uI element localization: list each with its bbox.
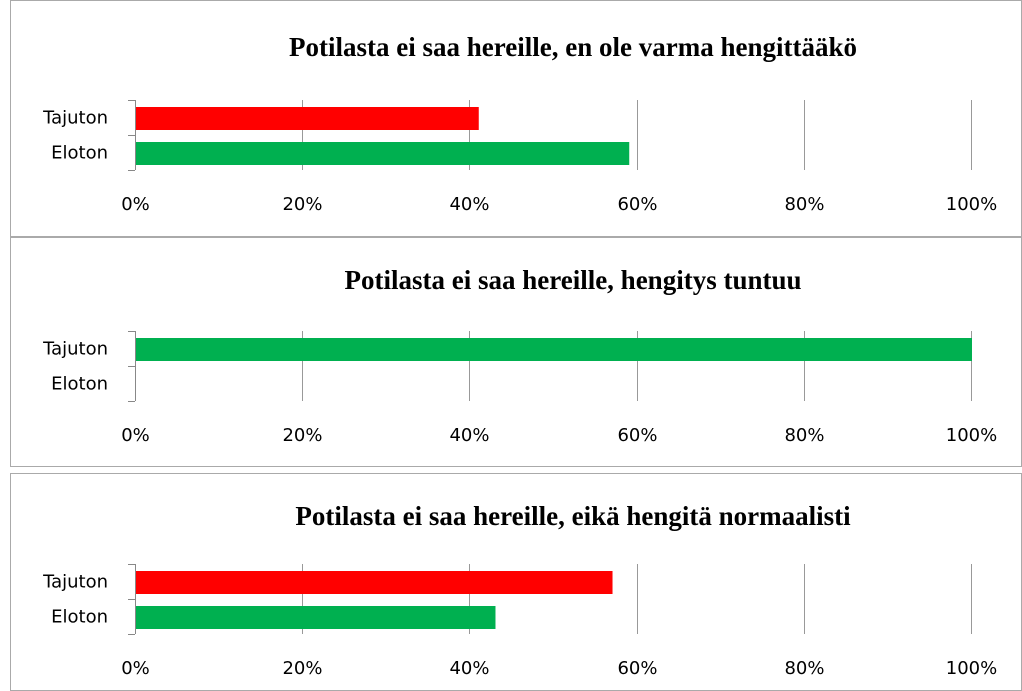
x-tick-label: 20% [282,658,322,679]
x-tick-label: 60% [617,658,657,679]
x-tick-label: 80% [784,425,824,446]
y-tick-label: Tajuton [42,339,108,360]
y-tick-label: Eloton [51,374,108,395]
x-tick-label: 80% [784,658,824,679]
x-tick-label: 0% [121,194,150,215]
x-tick-label: 80% [784,194,824,215]
x-tick-label: 40% [449,658,489,679]
bar [136,606,496,629]
x-tick-label: 20% [282,194,322,215]
y-tick-label: Eloton [51,607,108,628]
bar [136,338,972,361]
bar [136,142,630,165]
y-tick-label: Tajuton [42,572,108,593]
x-tick-label: 20% [282,425,322,446]
x-tick-label: 100% [946,658,997,679]
chart-title: Potilasta ei saa hereille, hengitys tunt… [344,265,801,295]
x-tick-label: 0% [121,658,150,679]
x-tick-label: 40% [449,425,489,446]
x-tick-label: 40% [449,194,489,215]
chart-title: Potilasta ei saa hereille, eikä hengitä … [295,501,851,531]
y-tick-label: Eloton [51,143,108,164]
bar [136,107,479,130]
x-tick-label: 0% [121,425,150,446]
bar [136,571,613,594]
chart-title: Potilasta ei saa hereille, en ole varma … [289,32,857,62]
x-tick-label: 60% [617,194,657,215]
x-tick-label: 60% [617,425,657,446]
y-tick-label: Tajuton [42,108,108,129]
x-tick-label: 100% [946,194,997,215]
x-tick-label: 100% [946,425,997,446]
